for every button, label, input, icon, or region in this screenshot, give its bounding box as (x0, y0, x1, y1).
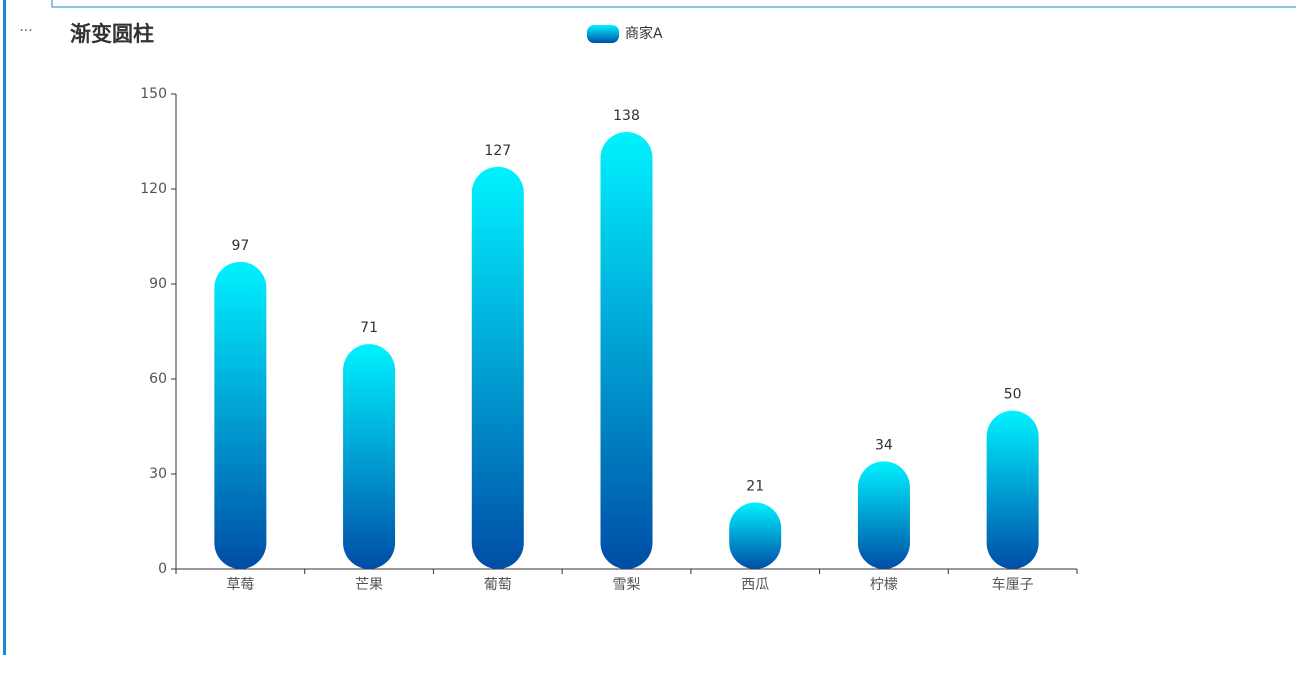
x-tick-label: 葡萄 (484, 577, 512, 593)
bar (600, 132, 653, 569)
y-tick-label: 0 (158, 561, 167, 577)
x-tick-label: 西瓜 (741, 577, 769, 593)
chart-title: 渐变圆柱 (70, 22, 154, 46)
value-label: 138 (613, 108, 640, 124)
x-tick-label: 柠檬 (870, 577, 898, 593)
left-accent (3, 0, 6, 655)
y-tick-label: 120 (140, 181, 167, 197)
value-label: 50 (1004, 387, 1022, 403)
value-label: 21 (746, 479, 764, 495)
value-label: 34 (875, 437, 893, 453)
x-tick-label: 车厘子 (992, 576, 1034, 593)
value-label: 71 (360, 320, 378, 336)
bar (471, 166, 524, 570)
menu-dots[interactable]: ··· (19, 23, 32, 39)
value-label: 97 (231, 238, 249, 254)
bar (986, 410, 1039, 569)
value-label: 127 (484, 143, 511, 159)
panel-border (51, 0, 1296, 8)
bar (857, 461, 910, 569)
x-tick-label: 草莓 (226, 577, 254, 593)
bar (214, 261, 267, 569)
y-tick-label: 60 (149, 371, 167, 387)
x-tick-label: 芒果 (355, 577, 383, 593)
legend-label[interactable]: 商家A (625, 25, 663, 42)
x-tick-label: 雪梨 (613, 577, 641, 593)
y-tick-label: 30 (149, 466, 167, 482)
bar (343, 344, 396, 569)
bar (729, 502, 782, 569)
legend-swatch[interactable] (587, 25, 619, 43)
y-tick-label: 150 (140, 86, 167, 102)
y-tick-label: 90 (149, 276, 167, 292)
